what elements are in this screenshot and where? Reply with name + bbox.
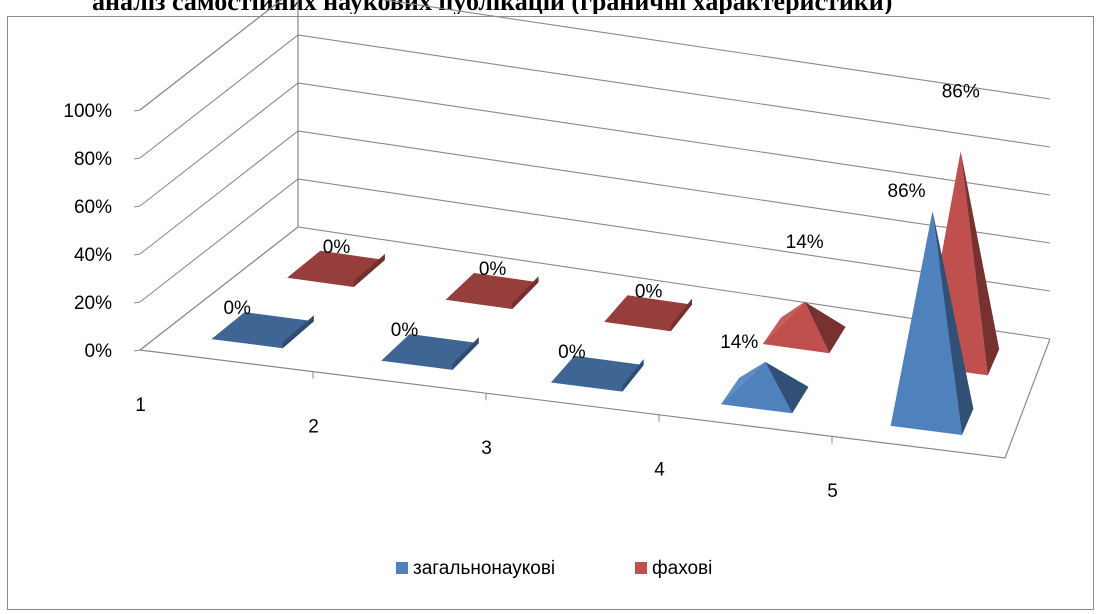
y-tick-label: 40% (74, 245, 112, 266)
legend-swatch (396, 562, 408, 574)
pyramid-mark (287, 250, 385, 287)
legend-label: загальнонаукові (413, 558, 555, 579)
y-tick-mark (133, 205, 141, 208)
x-tick-label: 4 (654, 460, 665, 481)
x-axis-ticks: 1 2 3 4 5 (135, 371, 838, 502)
pyramid-mark (445, 273, 539, 310)
pyramid-mark (720, 361, 809, 414)
y-tick-mark (133, 349, 141, 352)
pyramid-mark (604, 295, 692, 332)
floor-edge (139, 338, 1051, 459)
y-tick-label: 20% (74, 293, 112, 314)
gridlines (139, 0, 1051, 351)
gridline (139, 226, 1051, 351)
y-tick-label: 80% (74, 149, 112, 170)
series-back-marks (287, 151, 1000, 376)
gridline (139, 130, 1051, 255)
series-front-marks (211, 211, 974, 435)
y-tick-mark (133, 253, 141, 256)
gridline (139, 0, 1051, 111)
legend-swatch (635, 562, 647, 574)
y-axis-ticks: 0% 20% 40% 60% 80% 100% (63, 101, 141, 362)
gridline (139, 82, 1051, 207)
data-label: 86% (942, 81, 980, 102)
y-tick-label: 0% (85, 341, 113, 362)
data-label: 14% (786, 232, 824, 253)
gridline (139, 34, 1051, 159)
pyramid-mark (381, 334, 479, 370)
pyramid-mark (890, 211, 974, 435)
x-tick-label: 5 (827, 481, 838, 502)
y-tick-label: 100% (63, 101, 112, 122)
data-label: 0% (635, 281, 663, 302)
data-label: 0% (558, 342, 586, 363)
y-tick-mark (133, 157, 141, 160)
y-tick-label: 60% (74, 197, 112, 218)
gridline (139, 178, 1051, 303)
pyramid-mark (211, 312, 314, 349)
page-heading: аналіз самостійних наукових публікацій (… (0, 0, 1100, 14)
data-label: 0% (223, 298, 251, 319)
y-tick-mark (133, 301, 141, 304)
pyramid-mark (762, 301, 846, 354)
pyramid-mark (551, 355, 644, 392)
data-label: 0% (391, 320, 419, 341)
x-tick-label: 1 (135, 395, 146, 416)
data-label: 86% (888, 181, 926, 202)
legend-label: фахові (652, 558, 712, 579)
data-label: 14% (720, 332, 758, 353)
data-labels: 0% 0% 0% 14% 86% 0% 0% 0% 14% 86% (223, 81, 979, 363)
x-tick-label: 3 (481, 438, 492, 459)
y-tick-mark (133, 109, 141, 112)
data-label: 0% (323, 237, 351, 258)
legend: загальнонаукові фахові (396, 558, 712, 579)
x-tick-label: 2 (308, 416, 319, 437)
data-label: 0% (479, 259, 507, 280)
side-wall (139, 0, 299, 351)
